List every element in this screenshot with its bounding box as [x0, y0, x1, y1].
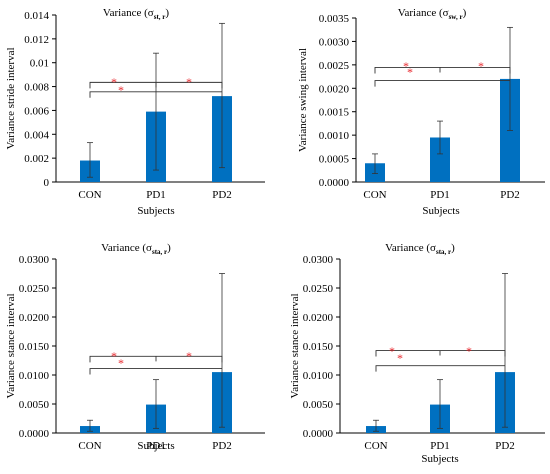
y-tick-label: 0.0300 [303, 254, 334, 266]
y-tick-label: 0 [44, 177, 50, 189]
y-tick-label: 0.0035 [319, 13, 350, 25]
star-pd1-pd2: * [186, 349, 192, 363]
x-tick-label: PD1 [146, 189, 166, 201]
y-tick-label: 0.006 [24, 105, 49, 117]
star-con-pd1: * [118, 83, 124, 97]
star-con-pd2: * [389, 344, 395, 358]
significance-bracket-con-pd1 [89, 368, 222, 375]
chart-title: Variance (σsta, r) [101, 242, 171, 256]
y-axis-label: Variance stance interval [289, 293, 301, 398]
significance-bracket-con-pd2 [374, 67, 511, 74]
x-tick-label: CON [78, 440, 101, 452]
x-axis-label: Subjects [137, 440, 174, 452]
y-tick-label: 0.0150 [19, 341, 50, 353]
significance-bracket-con-pd1 [374, 80, 510, 87]
y-tick-label: 0.0030 [319, 36, 350, 48]
y-tick-label: 0.0005 [319, 154, 350, 166]
chart-title: Variance (σsw, r) [398, 7, 467, 21]
chart-title-subscript: st, r [154, 13, 166, 21]
y-axis-label: Variance swing interval [297, 48, 309, 152]
y-tick-label: 0.012 [24, 34, 49, 46]
y-tick-label: 0.0020 [319, 83, 350, 95]
y-tick-label: 0.0100 [19, 370, 50, 382]
chart-title-main: Variance (σ [101, 242, 152, 254]
y-tick-label: 0.004 [24, 129, 49, 141]
y-tick-label: 0.0015 [319, 107, 350, 119]
x-tick-label: CON [364, 440, 387, 452]
y-tick-label: 0.0000 [19, 428, 50, 440]
x-axis-label: Subjects [137, 205, 174, 217]
y-axis-label: Variance stance interval [5, 293, 17, 398]
y-tick-label: 0.0050 [303, 399, 334, 411]
chart-title-main: Variance (σ [103, 7, 154, 19]
x-tick-label: PD1 [146, 440, 166, 452]
star-pd1-pd2: * [186, 75, 192, 89]
chart-title: Variance (σst, r) [103, 7, 170, 21]
chart-title-main: Variance (σ [385, 242, 436, 254]
x-tick-label: PD2 [212, 189, 232, 201]
chart-panel-1: Variance (σst, r) 0 0.002 0.004 0.006 0.008 0.… [5, 7, 265, 217]
x-tick-label: PD2 [212, 440, 232, 452]
star-con-pd2: * [111, 75, 117, 89]
x-axis-label: Subjects [421, 453, 458, 465]
chart-panel-4: Variance (σsta, r) 0.0000 0.0050 0.0100 0.01… [289, 242, 545, 465]
y-tick-label: 0.0200 [19, 312, 50, 324]
significance-bracket-con-pd2 [375, 350, 506, 357]
y-tick-label: 0.0250 [19, 283, 50, 295]
y-tick-label: 0.0000 [319, 177, 350, 189]
x-axis-label: Subjects [422, 205, 459, 217]
chart-panel-3: Variance (σsta, r) 0.0000 0.0050 0.0100 0.01… [5, 242, 265, 452]
chart-panel-2: Variance (σsw, r) 0.0000 0.0005 0.0010 0.001… [297, 7, 545, 217]
chart-title-close: ) [463, 7, 467, 19]
significance-bracket-con-pd1 [89, 91, 222, 98]
chart-title: Variance (σsta, r) [385, 242, 455, 256]
x-tick-label: CON [363, 189, 386, 201]
y-tick-label: 0.01 [30, 58, 49, 70]
chart-title-close: ) [451, 242, 455, 254]
x-tick-label: PD2 [500, 189, 520, 201]
y-tick-label: 0.0000 [303, 428, 334, 440]
y-tick-label: 0.0010 [319, 130, 350, 142]
star-con-pd1: * [397, 351, 403, 365]
y-tick-label: 0.008 [24, 82, 49, 94]
star-pd1-pd2: * [478, 59, 484, 73]
star-pd1-pd2: * [466, 344, 472, 358]
y-tick-label: 0.0250 [303, 283, 334, 295]
star-con-pd1: * [407, 65, 413, 79]
bar-pd1 [430, 137, 450, 182]
star-con-pd2: * [111, 349, 117, 363]
star-con-pd2: * [403, 59, 409, 73]
y-tick-label: 0.0200 [303, 312, 334, 324]
chart-title-close: ) [165, 7, 169, 19]
x-tick-label: PD2 [495, 440, 515, 452]
y-tick-label: 0.002 [24, 153, 49, 165]
significance-bracket-con-pd1 [375, 365, 505, 372]
y-tick-label: 0.014 [24, 10, 49, 22]
chart-title-close: ) [167, 242, 171, 254]
chart-title-main: Variance (σ [398, 7, 449, 19]
x-tick-label: PD1 [430, 189, 450, 201]
x-tick-label: CON [78, 189, 101, 201]
y-tick-label: 0.0100 [303, 370, 334, 382]
chart-title-subscript: sta, r [152, 248, 167, 256]
star-con-pd1: * [118, 356, 124, 370]
chart-title-subscript: sw, r [449, 13, 463, 21]
y-tick-label: 0.0300 [19, 254, 50, 266]
chart-title-subscript: sta, r [436, 248, 451, 256]
x-tick-label: PD1 [430, 440, 450, 452]
y-tick-label: 0.0025 [319, 60, 350, 72]
y-tick-label: 0.0150 [303, 341, 334, 353]
y-axis-label: Variance stride interval [5, 47, 17, 149]
y-tick-label: 0.0050 [19, 399, 50, 411]
